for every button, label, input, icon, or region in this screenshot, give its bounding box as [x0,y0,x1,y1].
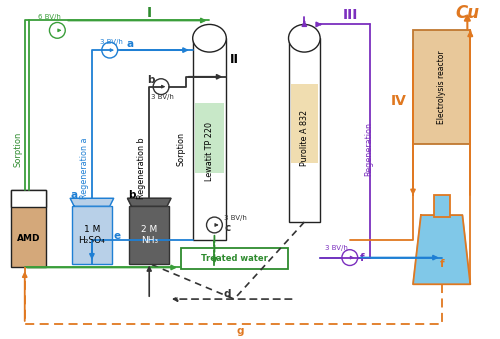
Text: 3 BV/h: 3 BV/h [325,245,348,251]
Text: Treated water: Treated water [201,254,268,263]
Text: d: d [223,289,230,299]
Text: II: II [230,53,239,65]
Text: 1 M
H₂SO₄: 1 M H₂SO₄ [78,225,106,244]
Text: Regeneration: Regeneration [364,122,373,176]
Text: Sorption: Sorption [176,132,186,166]
Text: Cu: Cu [456,4,479,22]
Text: 2 M
NH₃: 2 M NH₃ [140,225,158,244]
Text: a: a [70,190,78,200]
FancyBboxPatch shape [130,206,169,263]
Text: g: g [236,326,244,336]
FancyBboxPatch shape [434,195,450,217]
Text: b: b [148,75,155,85]
Text: Lewatit TP 220: Lewatit TP 220 [205,122,214,181]
FancyBboxPatch shape [194,103,224,173]
Ellipse shape [192,24,226,52]
FancyBboxPatch shape [11,191,47,207]
Text: I: I [146,5,152,20]
Text: AMD: AMD [17,234,40,243]
FancyBboxPatch shape [181,248,288,270]
Text: f: f [440,259,444,269]
Text: Purolite A 832: Purolite A 832 [300,110,309,166]
Text: 6 BV/h: 6 BV/h [38,15,60,20]
Text: 3 BV/h: 3 BV/h [151,94,174,100]
FancyBboxPatch shape [72,206,112,263]
Text: 3 BV/h: 3 BV/h [100,39,122,45]
FancyBboxPatch shape [11,191,47,267]
Text: IV: IV [390,95,406,108]
Text: c: c [224,223,230,233]
Ellipse shape [288,24,320,52]
Text: Regeneration a: Regeneration a [80,138,88,199]
Text: a: a [126,39,134,49]
Text: e: e [114,231,121,241]
Text: 3 BV/h: 3 BV/h [224,215,247,221]
FancyBboxPatch shape [288,38,320,222]
Text: Regeneration b: Regeneration b [137,138,146,199]
Polygon shape [413,215,470,284]
Text: Sorption: Sorption [14,131,22,166]
FancyBboxPatch shape [413,31,470,144]
Text: III: III [343,7,358,22]
Polygon shape [128,198,171,206]
Text: f: f [360,253,364,263]
Text: Electrolysis reactor: Electrolysis reactor [437,51,446,124]
Text: b: b [128,190,135,200]
Polygon shape [70,198,114,206]
FancyBboxPatch shape [290,84,318,163]
FancyBboxPatch shape [192,38,226,240]
